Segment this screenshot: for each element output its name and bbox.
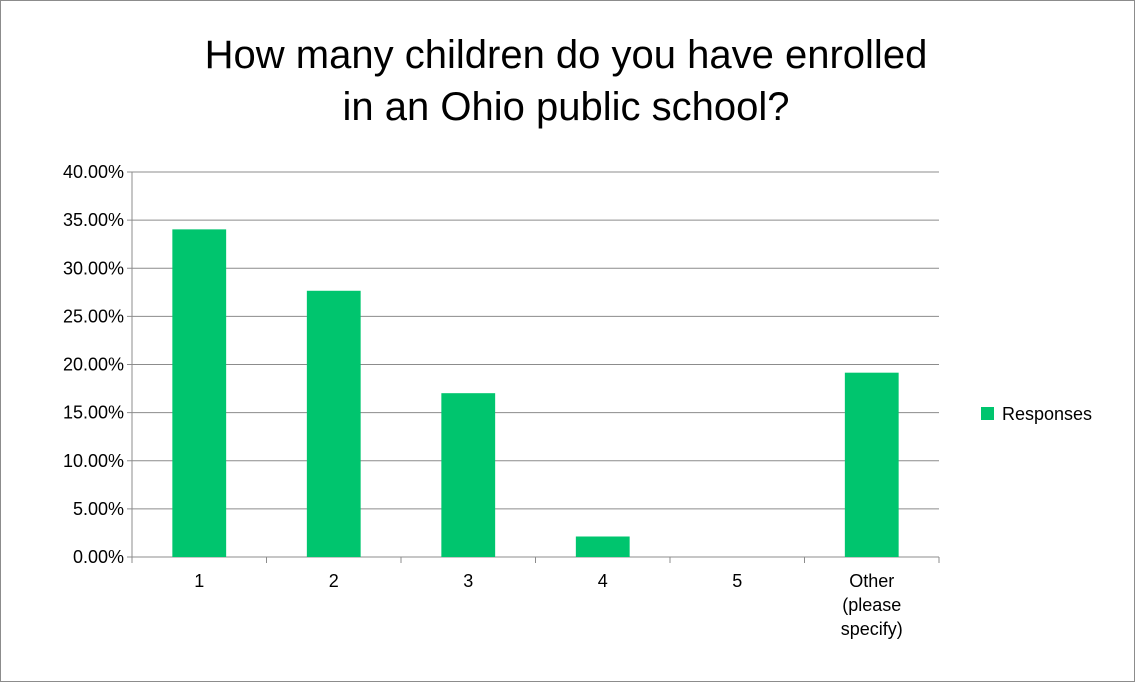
x-tick-label: 2 xyxy=(329,571,339,591)
y-tick-label: 40.00% xyxy=(63,162,124,182)
x-tick-label: 1 xyxy=(194,571,204,591)
y-tick-label: 20.00% xyxy=(63,355,124,375)
y-tick-label: 10.00% xyxy=(63,451,124,471)
y-tick-label: 5.00% xyxy=(73,499,124,519)
x-tick-label: 4 xyxy=(598,571,608,591)
bar-1[interactable] xyxy=(172,229,227,558)
chart-title: How many children do you have enrolled i… xyxy=(204,33,928,129)
y-tick-label: 30.00% xyxy=(63,258,124,278)
legend-swatch xyxy=(981,407,994,420)
x-tick-label: 3 xyxy=(463,571,473,591)
y-tick-label: 15.00% xyxy=(63,403,124,423)
x-tick-label: 5 xyxy=(732,571,742,591)
bar-4[interactable] xyxy=(575,536,630,557)
y-tick-label: 25.00% xyxy=(63,306,124,326)
y-tick-label: 0.00% xyxy=(73,547,124,567)
legend-label: Responses xyxy=(1002,404,1092,424)
x-tick-label: Other (please specify) xyxy=(841,571,903,639)
bar-2[interactable] xyxy=(306,290,361,557)
bar-6[interactable] xyxy=(844,372,899,557)
bar-3[interactable] xyxy=(441,393,496,557)
y-tick-label: 35.00% xyxy=(63,210,124,230)
